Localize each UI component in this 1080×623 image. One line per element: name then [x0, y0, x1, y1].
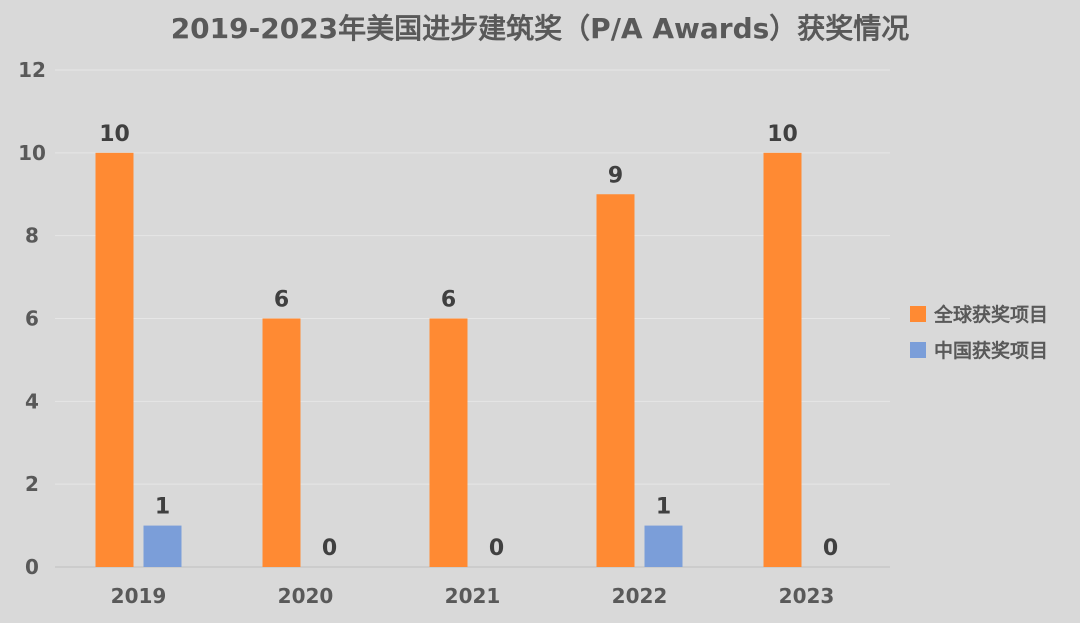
bar-2021-series1	[429, 318, 468, 567]
legend-label-series1: 全球获奖项目	[933, 303, 1048, 326]
y-tick-label: 6	[25, 307, 39, 331]
x-tick-label-2019: 2019	[111, 584, 167, 608]
data-label-2019-series2: 1	[155, 495, 170, 520]
y-tick-label: 10	[18, 141, 46, 165]
data-label-2022-series1: 9	[608, 163, 623, 188]
data-label-2021-series1: 6	[441, 288, 456, 313]
legend-label-series2: 中国获奖项目	[934, 339, 1048, 362]
y-tick-label: 12	[18, 58, 46, 82]
data-label-2020-series1: 6	[274, 288, 289, 313]
y-tick-label: 4	[25, 389, 39, 413]
x-tick-label-2021: 2021	[445, 584, 501, 608]
bar-2019-series1	[95, 152, 134, 568]
x-tick-label-2020: 2020	[278, 584, 334, 608]
x-axis: 2019 2020 2021 2022 2023	[111, 584, 835, 608]
legend-swatch-series1	[910, 306, 926, 322]
grid	[55, 69, 890, 568]
data-label-2020-series2: 0	[322, 536, 337, 561]
data-label-2023-series1: 10	[767, 122, 798, 147]
bar-2023-series1	[763, 152, 802, 568]
y-tick-label: 2	[25, 472, 39, 496]
legend-swatch-series2	[910, 342, 926, 358]
data-label-2022-series2: 1	[656, 495, 671, 520]
bar-2022-series1	[596, 194, 635, 567]
bars	[95, 152, 802, 568]
bar-2022-series2	[644, 525, 683, 567]
data-label-2023-series2: 0	[823, 536, 838, 561]
y-tick-label: 8	[25, 224, 39, 248]
bar-2020-series1	[262, 318, 301, 567]
data-label-2021-series2: 0	[489, 536, 504, 561]
x-tick-label-2022: 2022	[612, 584, 668, 608]
data-label-2019-series1: 10	[99, 122, 130, 147]
y-axis: 0 2 4 6 8 10 12	[18, 58, 46, 579]
bar-2019-series2	[143, 525, 182, 567]
x-tick-label-2023: 2023	[779, 584, 835, 608]
y-tick-label: 0	[25, 555, 39, 579]
data-labels: 10 1 6 0 6 0 9 1 10 0	[99, 122, 838, 561]
chart-title: 2019-2023年美国进步建筑奖（P/A Awards）获奖情况	[171, 12, 910, 45]
